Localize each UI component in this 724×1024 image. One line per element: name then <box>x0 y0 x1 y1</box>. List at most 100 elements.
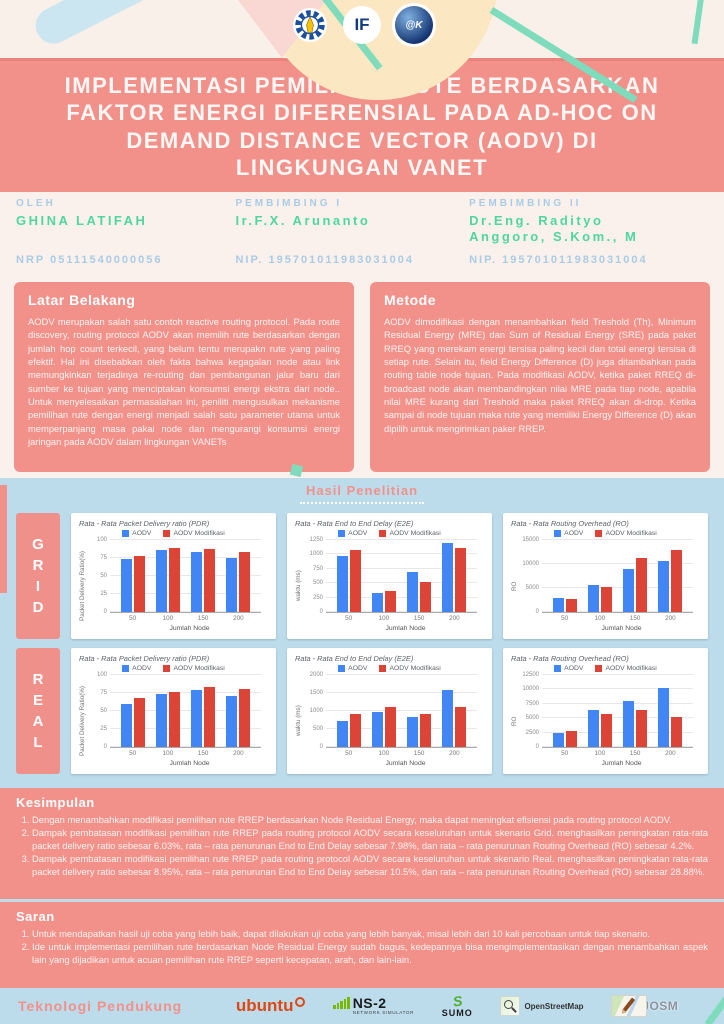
chart-real-ro: Rata - Rata Routing Overhead (RO) AODV AOD… <box>503 648 708 774</box>
y-axis-label: Packet Delivery Ratio(%) <box>79 686 86 756</box>
ubuntu-logo-text: ubuntu <box>235 996 294 1015</box>
bar <box>587 584 599 612</box>
bar <box>442 542 454 612</box>
y-axis-label: waktu (ms) <box>295 570 302 602</box>
chart-legend: AODV AODV Modifikasi <box>78 664 269 675</box>
bar <box>587 709 599 747</box>
chart-legend: AODV AODV Modifikasi <box>294 529 485 540</box>
chart-legend: AODV AODV Modifikasi <box>510 664 701 675</box>
its-gear-icon <box>293 8 327 42</box>
bar <box>420 582 432 612</box>
chart-legend: AODV AODV Modifikasi <box>78 529 269 540</box>
plot-area: 0 25 50 75 100 <box>97 537 261 615</box>
bar-group <box>442 675 467 747</box>
bar <box>552 732 564 747</box>
josm-logo-text: JOSM <box>642 999 679 1013</box>
bar-group <box>226 675 251 747</box>
atk-globe-logo: @K <box>395 6 433 44</box>
bar <box>671 550 683 612</box>
bar-group <box>587 540 612 612</box>
bar <box>455 547 467 612</box>
chart-real-e2e: Rata - Rata End to End Delay (E2E) AODV AO… <box>287 648 492 774</box>
bar <box>168 691 180 747</box>
sumo-s-icon: S <box>451 992 463 1010</box>
bar-group <box>191 540 216 612</box>
advisor1-block: PEMBIMBING I Ir.F.X. Arunanto NIP. 19570… <box>235 198 469 272</box>
bar <box>226 695 238 747</box>
chart-title: Rata - Rata End to End Delay (E2E) <box>295 654 414 663</box>
bar <box>204 548 216 612</box>
bar-group <box>191 675 216 747</box>
list-item: Ide untuk implementasi pemilihan rute be… <box>32 941 708 967</box>
advisor2-block: PEMBIMBING II Dr.Eng. Radityo Anggoro, S… <box>469 198 724 272</box>
bar <box>407 572 419 612</box>
chart-title: Rata - Rata Routing Overhead (RO) <box>511 519 629 528</box>
footer: Teknologi Pendukung ubuntu NS-2 NETWORK … <box>0 988 724 1024</box>
decor-pink-strip <box>0 485 7 593</box>
bar <box>442 690 454 747</box>
bar <box>565 730 577 747</box>
y-axis-label: Packet Delivery Ratio(%) <box>79 551 86 621</box>
ubuntu-circle-icon <box>295 997 306 1007</box>
bar <box>239 551 251 612</box>
content-boxes: Latar Belakang AODV merupakan salah satu… <box>0 272 724 478</box>
list-item: Dengan menambahkan modifikasi pemilihan … <box>32 814 708 827</box>
chart-grid-e2e: Rata - Rata End to End Delay (E2E) AODV AO… <box>287 513 492 639</box>
bar <box>623 569 635 612</box>
bar <box>671 717 683 747</box>
y-axis-label: RO <box>511 716 518 726</box>
bar-group <box>552 540 577 612</box>
bar <box>336 721 348 747</box>
josm-logo: JOSM <box>611 995 678 1017</box>
bar <box>636 557 648 612</box>
its-logo <box>291 6 329 44</box>
chart-grid-ro: Rata - Rata Routing Overhead (RO) AODV AOD… <box>503 513 708 639</box>
advisor-name: Ir.F.X. Arunanto <box>235 213 371 228</box>
ubuntu-logo: ubuntu <box>236 996 306 1016</box>
bar <box>636 709 648 747</box>
x-axis-ticks: 50 100 150 200 <box>129 615 244 622</box>
x-axis-ticks: 50 100 150 200 <box>345 615 460 622</box>
x-axis-ticks: 50 100 150 200 <box>561 615 676 622</box>
bar <box>371 593 383 612</box>
advisor-name: Dr.Eng. Radityo Anggoro, S.Kom., M <box>469 213 639 245</box>
x-axis-label: Jumlah Node <box>385 625 426 632</box>
author-block: OLEH GHINA LATIFAH NRP 05111540000056 <box>16 198 235 272</box>
footer-logos: ubuntu NS-2 NETWORK SIMULATOR S SUMO <box>208 992 706 1018</box>
signal-bars-icon <box>333 996 350 1016</box>
bar <box>384 591 396 612</box>
section-metode: Metode AODV dimodifikasi dengan menambah… <box>370 282 710 472</box>
bar <box>155 550 167 612</box>
sumo-logo: S SUMO <box>442 992 473 1018</box>
bar-group <box>552 675 577 747</box>
bar <box>384 707 396 747</box>
bar <box>191 551 203 612</box>
latar-belakang-heading: Latar Belakang <box>28 292 136 308</box>
chart-real-pdr: Rata - Rata Packet Delivery ratio (PDR) A… <box>71 648 276 774</box>
bar <box>658 687 670 747</box>
bar-group <box>336 675 361 747</box>
author-name: GHINA LATIFAH <box>16 213 148 228</box>
metode-heading: Metode <box>384 292 436 308</box>
kesimpulan-list: Dengan menambahkan modifikasi pemilihan … <box>32 814 708 879</box>
plot-area: 0 250 500 750 1000 1250 <box>310 537 477 615</box>
bar <box>658 560 670 612</box>
chart-title: Rata - Rata Routing Overhead (RO) <box>511 654 629 663</box>
saran-list: Untuk mendapatkan hasil uji coba yang le… <box>32 928 708 967</box>
bar-group <box>371 675 396 747</box>
list-item: Dampak pembatasan modifikasi pemilihan r… <box>32 853 708 879</box>
header: IF @K <box>0 0 724 104</box>
section-kesimpulan: Kesimpulan Dengan menambahkan modifikasi… <box>0 788 724 902</box>
if-department-logo: IF <box>343 6 381 44</box>
openstreetmap-logo: OpenStreetMap <box>500 996 584 1016</box>
x-axis-label: Jumlah Node <box>169 625 210 632</box>
advisor-id: NIP. 195701011983031004 <box>235 254 415 266</box>
author-role-label: OLEH <box>16 198 56 209</box>
chart-title: Rata - Rata Packet Delivery ratio (PDR) <box>79 519 210 528</box>
advisor-role-label: PEMBIMBING I <box>235 198 343 209</box>
bar-group <box>442 540 467 612</box>
logo-row: IF @K <box>0 6 724 44</box>
